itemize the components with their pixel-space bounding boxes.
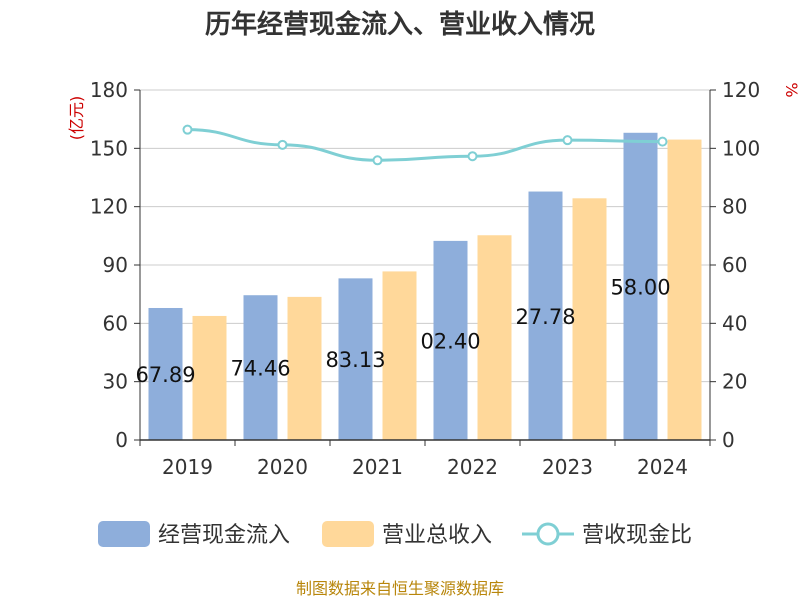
legend-label: 营业总收入 (382, 523, 492, 548)
x-tick-label: 2024 (637, 455, 688, 479)
left-tick-label: 120 (90, 195, 128, 219)
legend-swatch (322, 521, 374, 547)
legend: 经营现金流入 营业总收入 营收现金比 (98, 521, 692, 548)
right-tick-label: 20 (722, 370, 747, 394)
legend-label: 经营现金流入 (158, 523, 290, 548)
right-tick-label: 80 (722, 195, 747, 219)
grid-lines (140, 89, 710, 383)
x-tick-label: 2022 (447, 455, 498, 479)
legend-swatch (98, 521, 150, 547)
source-note: 制图数据来自恒生聚源数据库 (296, 579, 504, 598)
chart-title: 历年经营现金流入、营业收入情况 (205, 9, 595, 40)
x-tick-label: 2020 (257, 455, 308, 479)
left-tick-label: 180 (90, 78, 128, 102)
bar-cash-inflow (243, 295, 278, 440)
right-tick-label: 60 (722, 253, 747, 277)
left-axis-unit: (亿元) (67, 96, 86, 141)
bar-data-label: 83.13 (325, 348, 385, 372)
line-series (182, 124, 668, 166)
bars (148, 132, 702, 441)
ratio-line (187, 128, 663, 162)
bar-data-label: 02.40 (420, 329, 480, 353)
bar-data-label: 27.78 (515, 305, 575, 329)
bar-cash-inflow (623, 132, 658, 440)
bar-cash-inflow (433, 240, 468, 440)
left-tick-label: 150 (90, 136, 128, 160)
bar-revenue (667, 139, 702, 441)
ratio-point (467, 151, 478, 162)
right-tick-label: 0 (722, 428, 735, 452)
x-tick-label: 2021 (352, 455, 403, 479)
bar-cash-inflow (528, 191, 563, 440)
ratio-point (372, 155, 383, 166)
left-tick-label: 60 (103, 311, 128, 335)
right-axis-unit: % (782, 82, 800, 97)
bar-data-label: 74.46 (230, 357, 290, 381)
bar-cash-inflow (338, 278, 373, 440)
legend-marker (536, 522, 560, 546)
axes: 0 30 60 90 120 150 180 0 20 40 60 80 100 120 2019 2020 2… (90, 78, 760, 479)
x-tick-label: 2019 (162, 455, 213, 479)
right-tick-label: 120 (722, 78, 760, 102)
ratio-point (657, 136, 668, 147)
right-tick-label: 100 (722, 136, 760, 160)
legend-label: 营收现金比 (582, 523, 692, 548)
left-tick-label: 90 (103, 253, 128, 277)
bar-data-label: 58.00 (610, 275, 670, 299)
bar-revenue (477, 235, 512, 440)
left-tick-label: 0 (115, 428, 128, 452)
bar-revenue (382, 271, 417, 440)
bar-revenue (192, 315, 227, 440)
ratio-point (562, 135, 573, 146)
bar-cash-inflow (148, 307, 183, 440)
left-tick-label: 30 (103, 370, 128, 394)
bar-data-label: 67.89 (135, 363, 195, 387)
bar-revenue (572, 198, 607, 440)
x-tick-label: 2023 (542, 455, 593, 479)
bar-revenue (287, 296, 322, 440)
right-tick-label: 40 (722, 311, 747, 335)
ratio-point (277, 139, 288, 150)
ratio-point (182, 124, 193, 135)
data-labels: 67.89 74.46 83.13 02.40 27.78 58.00 (135, 275, 670, 387)
